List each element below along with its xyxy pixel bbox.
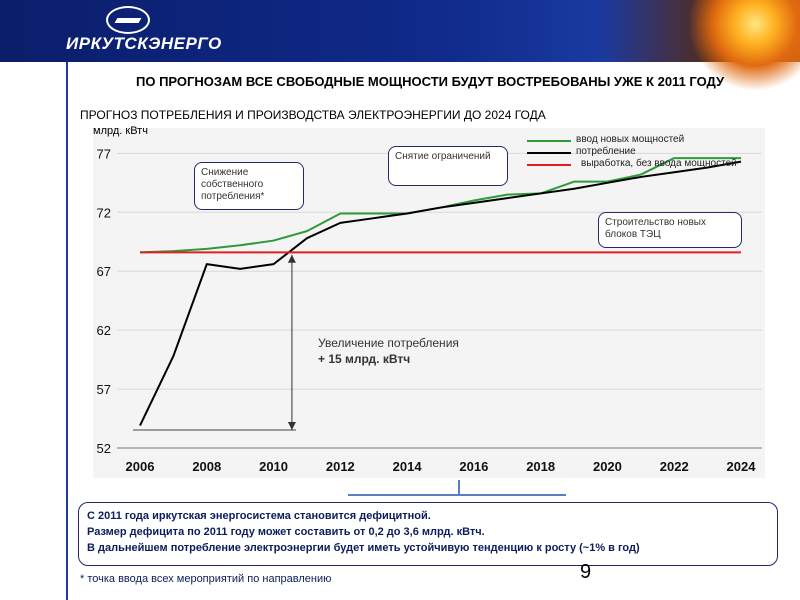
y-tick-label: 67 bbox=[97, 264, 111, 279]
y-tick-label: 77 bbox=[97, 146, 111, 161]
y-tick-label: 62 bbox=[97, 323, 111, 338]
connector-bar bbox=[348, 494, 566, 496]
legend-label: ввод новых мощностей bbox=[576, 134, 685, 145]
legend-swatch bbox=[527, 140, 571, 142]
x-tick-label: 2014 bbox=[393, 459, 423, 474]
callout-remove-limits: Снятие ограничений bbox=[388, 146, 508, 186]
x-tick-label: 2018 bbox=[526, 459, 555, 474]
summary-line: В дальнейшем потребление электроэнергии … bbox=[87, 542, 640, 554]
growth-label: Увеличение потребления bbox=[318, 336, 459, 350]
logo-text: ИРКУТСКЭНЕРГО bbox=[66, 34, 222, 53]
page-number: 9 bbox=[580, 561, 592, 583]
footnote: * точка ввода всех мероприятий по направ… bbox=[80, 573, 332, 585]
summary-line: Размер дефицита по 2011 году может соста… bbox=[87, 526, 485, 538]
callout-new-blocks: Строительство новых блоков ТЭЦ bbox=[598, 212, 742, 248]
connector-tick bbox=[458, 480, 460, 496]
y-tick-label: 72 bbox=[97, 205, 111, 220]
x-tick-label: 2006 bbox=[126, 459, 155, 474]
legend-swatch bbox=[527, 152, 571, 154]
x-tick-label: 2016 bbox=[459, 459, 488, 474]
x-tick-label: 2010 bbox=[259, 459, 288, 474]
logo-icon bbox=[106, 6, 150, 34]
growth-value: + 15 млрд. кВтч bbox=[318, 352, 411, 366]
legend-swatch bbox=[527, 164, 571, 166]
series-line-1 bbox=[139, 160, 742, 427]
x-tick-label: 2022 bbox=[660, 459, 689, 474]
arrow-head-icon bbox=[287, 254, 296, 263]
y-tick-label: 57 bbox=[97, 382, 111, 397]
header-decoration bbox=[690, 0, 800, 90]
chart-title: ПРОГНОЗ ПОТРЕБЛЕНИЯ И ПРОИЗВОДСТВА ЭЛЕКТ… bbox=[80, 108, 546, 122]
x-tick-label: 2020 bbox=[593, 459, 622, 474]
growth-annotation: Увеличение потребления + 15 млрд. кВтч bbox=[318, 335, 459, 367]
x-tick-label: 2012 bbox=[326, 459, 355, 474]
x-tick-label: 2008 bbox=[192, 459, 221, 474]
y-axis-label: млрд. кВтч bbox=[93, 125, 148, 137]
arrow-head-icon bbox=[287, 422, 296, 430]
y-tick-label: 52 bbox=[97, 441, 111, 456]
slide-title: ПО ПРОГНОЗАМ ВСЕ СВОБОДНЫЕ МОЩНОСТИ БУДУ… bbox=[136, 74, 725, 89]
left-rule bbox=[66, 62, 68, 600]
legend-label: выработка, без ввода мощностей bbox=[581, 158, 737, 169]
x-tick-label: 2024 bbox=[727, 459, 757, 474]
legend-label: потребление bbox=[576, 146, 636, 157]
summary-box: С 2011 года иркутская энергосистема стан… bbox=[78, 502, 778, 566]
callout-own-consumption: Снижение собственного потребления* bbox=[194, 162, 304, 210]
summary-line: С 2011 года иркутская энергосистема стан… bbox=[87, 510, 431, 522]
